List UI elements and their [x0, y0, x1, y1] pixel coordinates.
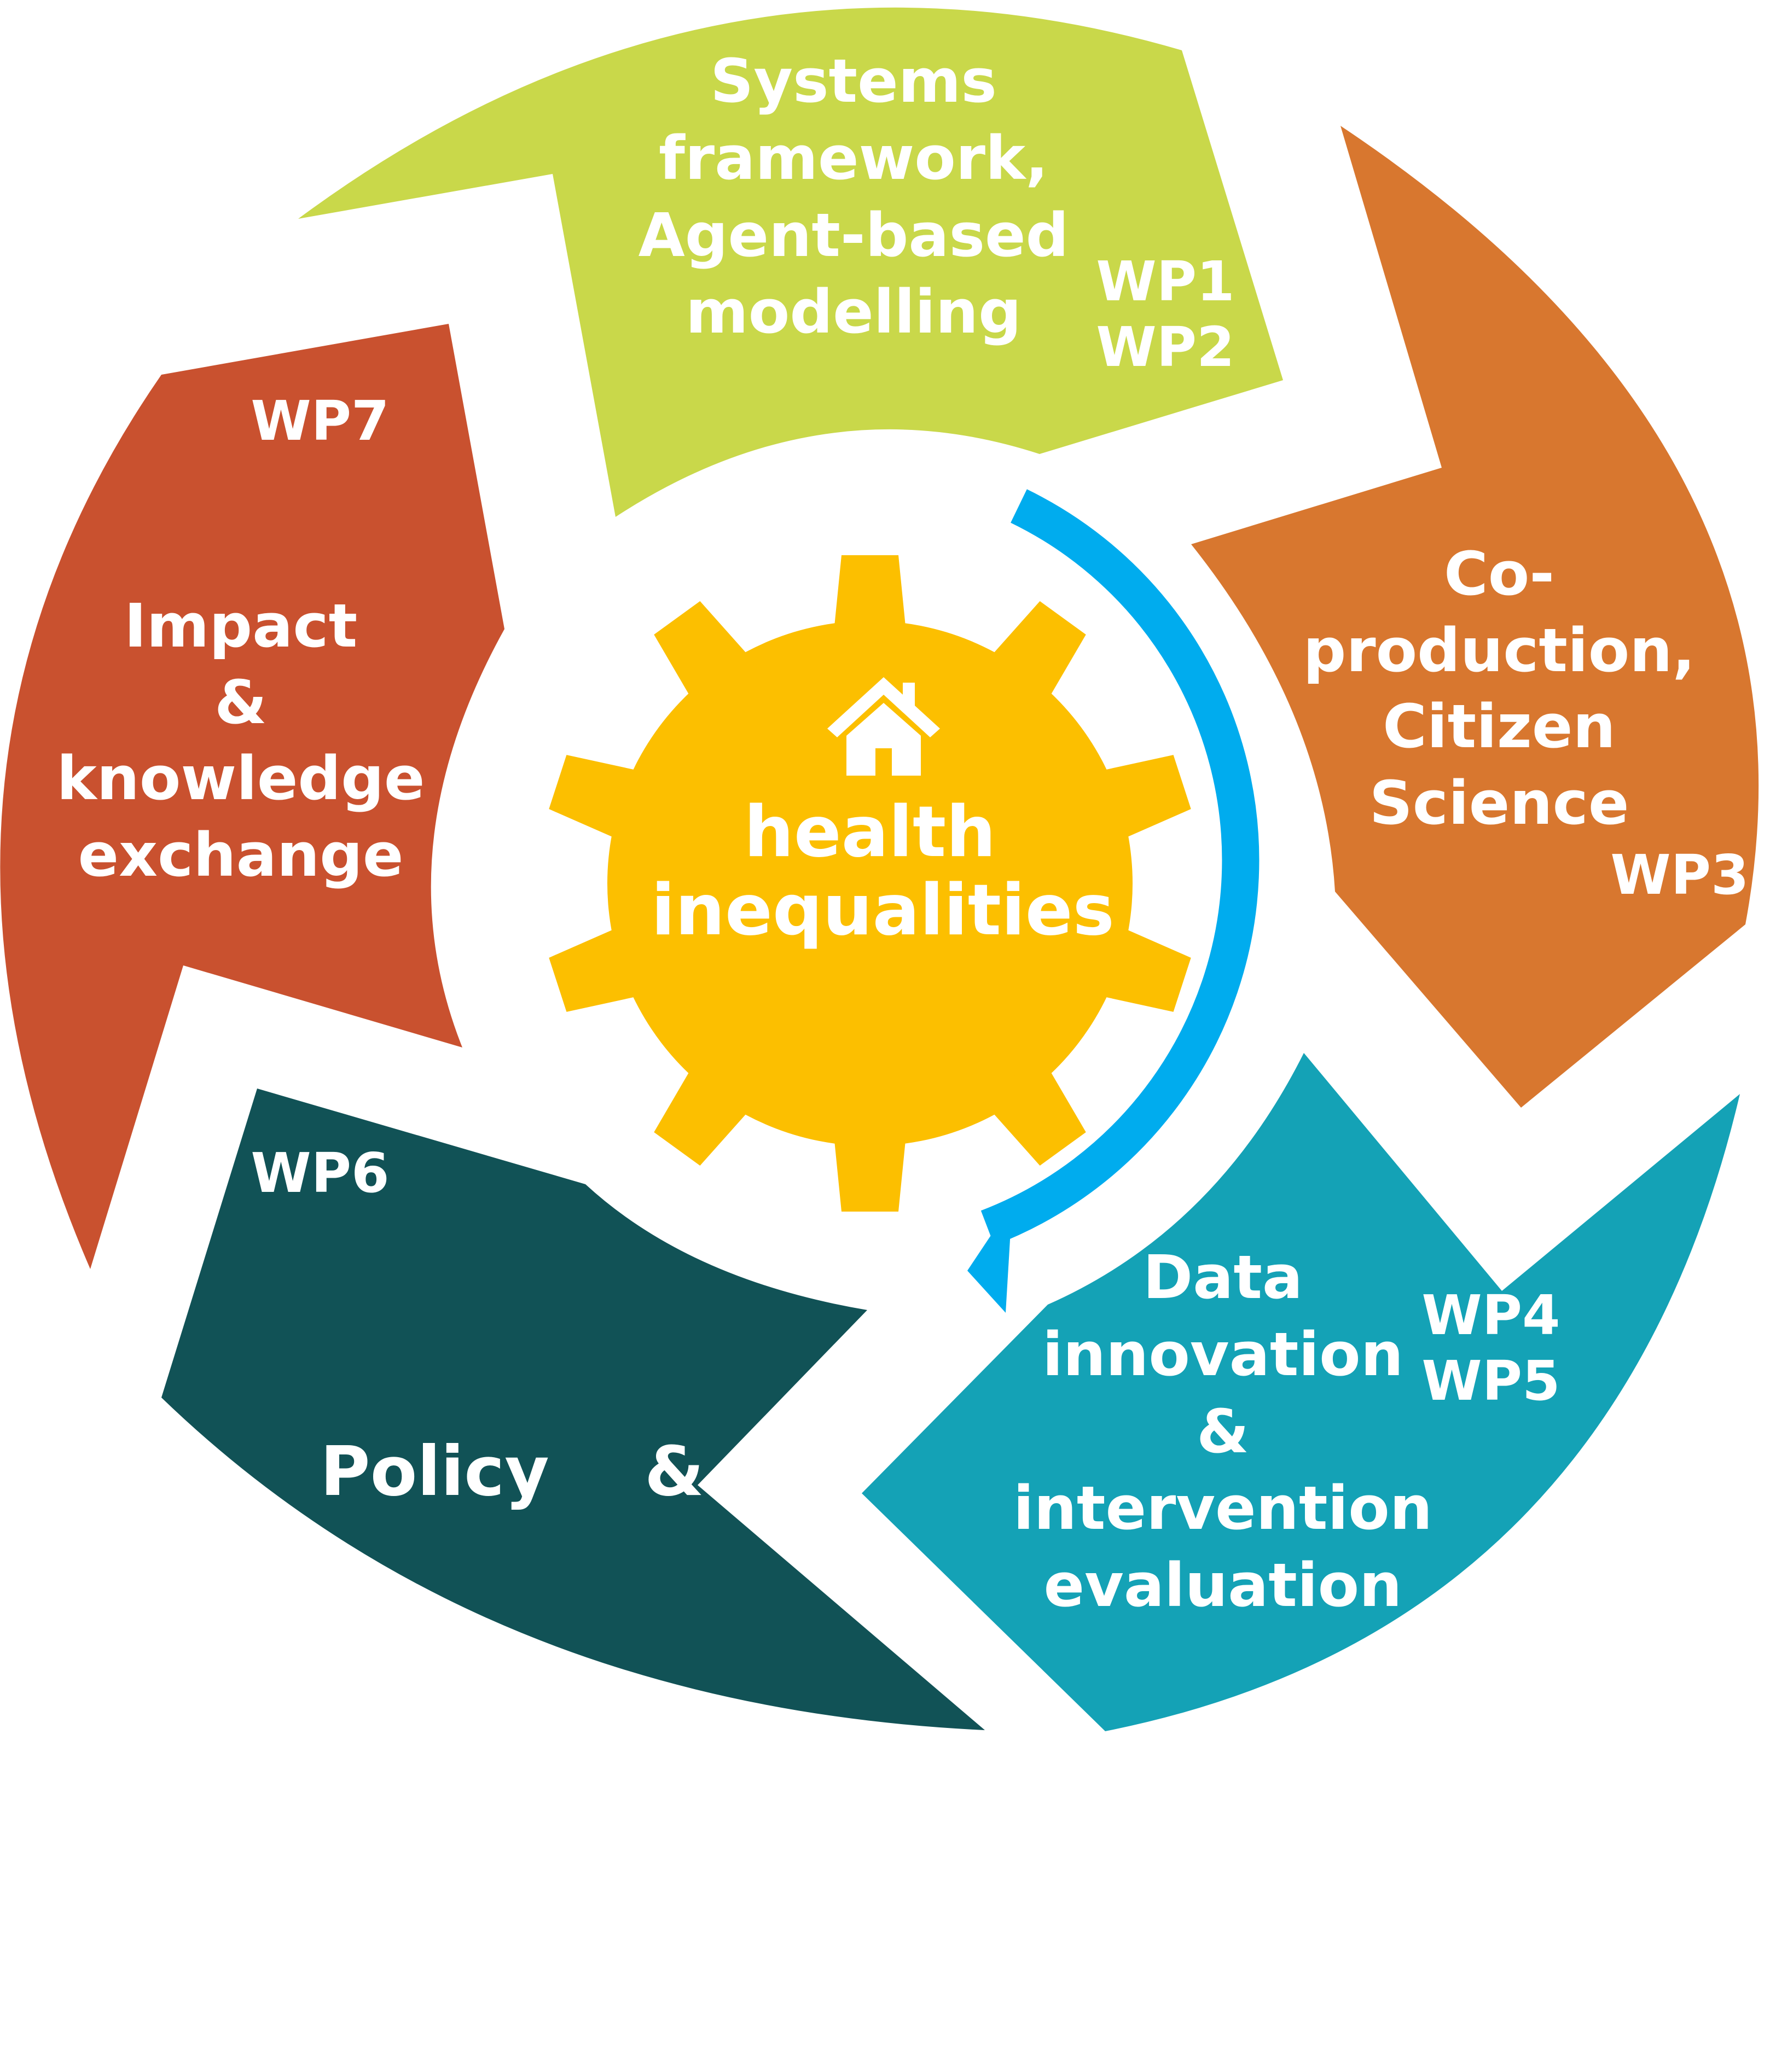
- segment-co-production: [1191, 126, 1759, 1108]
- wp-label: WP3: [1610, 843, 1749, 907]
- impact-label: Impact & knowledge exchange: [44, 588, 438, 894]
- policy-line: Policy &: [320, 1431, 704, 1511]
- wp-label: WP6: [251, 1141, 390, 1205]
- cycle-arrow-icon: [967, 489, 1260, 1313]
- wp-label: WP4: [1421, 1283, 1560, 1347]
- gear-tooth: [833, 1124, 907, 1212]
- impact-line: knowledge: [56, 743, 425, 814]
- gear-tooth: [981, 1056, 1086, 1166]
- segment-systems-framework: [298, 7, 1283, 517]
- co-production-line: Science: [1369, 768, 1629, 839]
- house-icon: [827, 677, 940, 776]
- gear-tooth: [981, 601, 1086, 711]
- diagram-canvas: [0, 7, 1759, 1731]
- data-innovation-line: innovation: [1042, 1319, 1403, 1389]
- data-innovation-line: intervention: [1013, 1473, 1433, 1544]
- data-innovation-label: Data innovation & intervention evaluatio…: [996, 1239, 1450, 1624]
- gear-tooth: [654, 1056, 759, 1166]
- policy-line: decision: [320, 1672, 640, 1751]
- impact-line: exchange: [78, 820, 404, 891]
- policy-label: Policy & decision making: [320, 1272, 704, 2072]
- systems-line: Agent-based: [638, 200, 1069, 270]
- center-label: health inequalities: [651, 791, 1115, 952]
- gear-icon: [549, 555, 1191, 1212]
- systems-framework-label: Systems framework, Agent-based modelling: [602, 43, 1105, 351]
- data-innovation-line: &: [1197, 1396, 1249, 1466]
- impact-line: Impact: [124, 591, 358, 661]
- center-label-line: health: [744, 791, 996, 873]
- co-production-label: Co- production, Citizen Science: [1280, 536, 1718, 842]
- data-innovation-line: Data: [1142, 1242, 1303, 1312]
- co-production-line: Citizen: [1383, 691, 1616, 762]
- gear-tooth: [1087, 755, 1191, 845]
- wp-badge-impact: WP7: [243, 388, 397, 454]
- wp-badge-policy: WP6: [243, 1140, 397, 1206]
- gear-tooth: [549, 755, 653, 845]
- wp-label: WP7: [251, 389, 390, 453]
- policy-line: making: [320, 1912, 605, 1991]
- impact-line: &: [214, 667, 267, 737]
- segment-policy: [161, 1089, 985, 1730]
- data-innovation-line: evaluation: [1043, 1550, 1402, 1621]
- wp-badge-co-production: WP3: [1609, 842, 1751, 908]
- segment-data-innovation: [862, 1053, 1740, 1731]
- center-label-line: inequalities: [651, 870, 1115, 952]
- wp-badge-data: WP4 WP5: [1417, 1283, 1565, 1414]
- gear-tooth: [549, 922, 653, 1012]
- gear-tooth: [1087, 922, 1191, 1012]
- systems-line: Systems: [710, 46, 997, 116]
- wp-badge-systems: WP1 WP2: [1092, 249, 1239, 380]
- systems-line: modelling: [686, 277, 1022, 347]
- gear-tooth: [654, 601, 759, 711]
- systems-line: framework,: [659, 123, 1048, 193]
- co-production-line: Co-: [1444, 539, 1554, 609]
- wp-label: WP2: [1096, 315, 1235, 379]
- co-production-line: production,: [1303, 615, 1696, 685]
- wp-label: WP5: [1421, 1349, 1560, 1413]
- wp-label: WP1: [1096, 249, 1235, 313]
- segment-impact: [0, 324, 505, 1269]
- gear-tooth: [833, 555, 907, 643]
